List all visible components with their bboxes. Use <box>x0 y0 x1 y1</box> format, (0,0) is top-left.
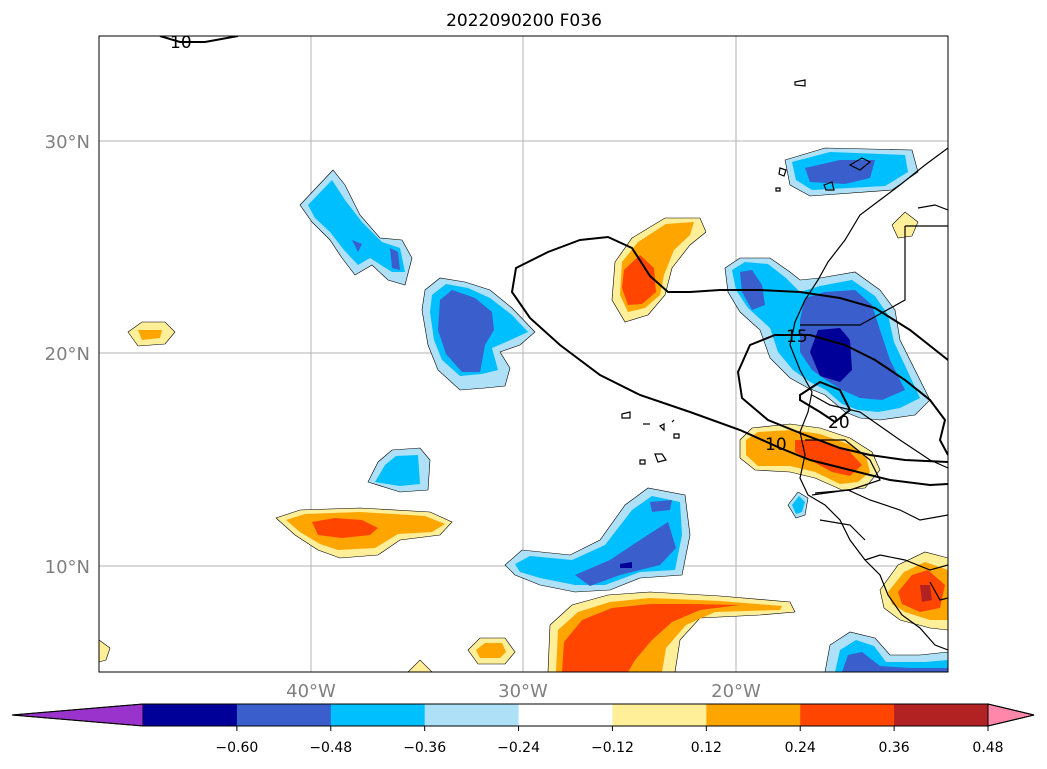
colorbar-segment <box>330 704 426 726</box>
colorbar-segment <box>612 704 707 726</box>
colorbar-segment <box>236 704 332 726</box>
colorbar-frame <box>11 703 1035 727</box>
lon-label-40w: 40°W <box>286 681 336 702</box>
lon-label-20w: 20°W <box>711 681 761 702</box>
colorbar-tick-label: 0.24 <box>785 740 816 756</box>
colorbar-tick-label: 0.36 <box>879 740 910 756</box>
contour-label-15: 15 <box>786 327 808 347</box>
longitude-labels: 40°W 30°W 20°W <box>286 681 761 702</box>
colorbar-tick-label: −0.60 <box>215 740 258 756</box>
colorbar-tick-label: −0.48 <box>309 740 352 756</box>
latitude-labels: 30°N 20°N 10°N <box>45 132 90 578</box>
contour-label-10-north: 10 <box>170 33 192 53</box>
contour-lines <box>159 36 948 487</box>
colorbar-tick-label: −0.24 <box>497 740 540 756</box>
colorbar-tick-label: 0.12 <box>691 740 722 756</box>
colorbar-segment <box>424 704 520 726</box>
colorbar-extend-low <box>11 703 144 727</box>
colorbar-extend-high <box>987 703 1035 727</box>
lat-label-10n: 10°N <box>45 557 90 578</box>
colorbar: −0.60 −0.48 −0.36 −0.24 −0.12 0.12 0.24 0.36 0.4… <box>11 703 1035 756</box>
colorbar-segment <box>518 704 613 726</box>
lon-label-30w: 30°W <box>498 681 548 702</box>
figure-title: 2022090200 F036 <box>446 11 602 31</box>
map-area: 10 15 20 10 <box>99 33 948 672</box>
contour-label-10-south: 10 <box>765 435 787 455</box>
lat-label-30n: 30°N <box>45 132 90 153</box>
colorbar-segment <box>143 704 238 726</box>
colorbar-tick-label: −0.12 <box>591 740 634 756</box>
colorbar-segment <box>800 704 895 726</box>
colorbar-tick-label: 0.48 <box>972 740 1003 756</box>
contour-label-20: 20 <box>828 413 850 433</box>
colorbar-segment <box>894 704 989 726</box>
colorbar-segment <box>706 704 801 726</box>
contour-labels: 10 15 20 10 <box>170 33 850 455</box>
map-frame <box>98 35 949 673</box>
lat-label-20n: 20°N <box>45 344 90 365</box>
colorbar-tick-label: −0.36 <box>403 740 446 756</box>
